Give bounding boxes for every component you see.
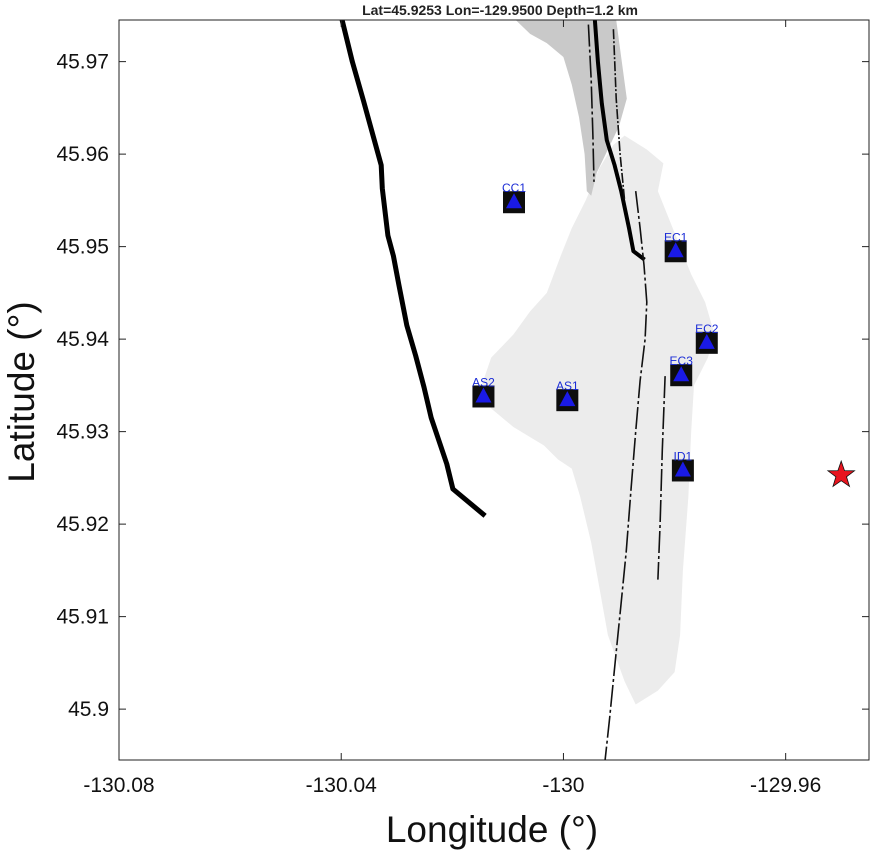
- caldera-rim-west: [339, 20, 487, 518]
- station-triangle-icon: [475, 387, 492, 403]
- stations: CC1 EC1 EC2 EC3 AS2 AS1 ID1: [472, 181, 719, 482]
- station-triangle-icon: [698, 333, 715, 349]
- caldera-rim-east: [592, 20, 646, 262]
- x-tick-label: -130.04: [306, 774, 378, 797]
- y-tick-label: 45.9: [68, 698, 109, 721]
- y-tick-label: 45.92: [56, 513, 109, 536]
- station-triangle-icon: [673, 366, 690, 382]
- station-label: EC3: [670, 354, 694, 368]
- station-label: EC2: [695, 322, 719, 336]
- y-axis-label: Latitude (°): [1, 301, 42, 482]
- y-axis-ticks: 45.97 45.96 45.95 45.94 45.93 45.92 45.91 45.9: [56, 51, 869, 721]
- y-tick-label: 45.93: [56, 421, 109, 444]
- structure-lines: [339, 20, 666, 760]
- lava-flow-light: [480, 135, 715, 705]
- station-triangle-icon: [674, 461, 691, 477]
- station-triangle-icon: [506, 193, 522, 209]
- station-marker: EC2: [695, 322, 719, 354]
- fissure-line: [612, 29, 626, 201]
- x-tick-label: -129.96: [750, 774, 821, 797]
- y-tick-label: 45.91: [56, 606, 109, 629]
- station-triangle-icon: [667, 242, 684, 258]
- y-tick-label: 45.96: [56, 143, 109, 166]
- station-label: EC1: [664, 230, 688, 244]
- map-title: Lat=45.9253 Lon=-129.9500 Depth=1.2 km: [362, 2, 638, 18]
- station-marker: EC1: [664, 230, 688, 263]
- plot-frame: [118, 19, 870, 761]
- plot-area: [339, 20, 715, 760]
- event-star-icon: [826, 459, 856, 488]
- fissure-line: [657, 376, 666, 580]
- station-marker: EC3: [670, 354, 694, 387]
- station-label: CC1: [502, 181, 526, 195]
- station-marker: CC1: [502, 181, 526, 214]
- station-marker: ID1: [671, 449, 694, 482]
- x-tick-label: -130.08: [83, 774, 154, 797]
- station-label: ID1: [674, 449, 693, 463]
- fissure-line: [587, 24, 595, 182]
- x-tick-label: -130: [542, 774, 584, 797]
- earthquake-event: [826, 459, 856, 488]
- y-tick-label: 45.97: [56, 51, 109, 74]
- y-tick-label: 45.95: [56, 236, 109, 259]
- station-label: AS2: [472, 375, 495, 389]
- station-triangle-icon: [559, 391, 576, 407]
- station-marker: AS2: [472, 375, 495, 408]
- fissure-line: [604, 191, 648, 760]
- y-tick-label: 45.94: [56, 328, 109, 351]
- station-marker: AS1: [556, 379, 579, 412]
- station-label: AS1: [556, 379, 579, 393]
- x-axis-label: Longitude (°): [386, 809, 598, 850]
- x-axis-ticks: -130.08 -130.04 -130 -129.96: [83, 20, 821, 797]
